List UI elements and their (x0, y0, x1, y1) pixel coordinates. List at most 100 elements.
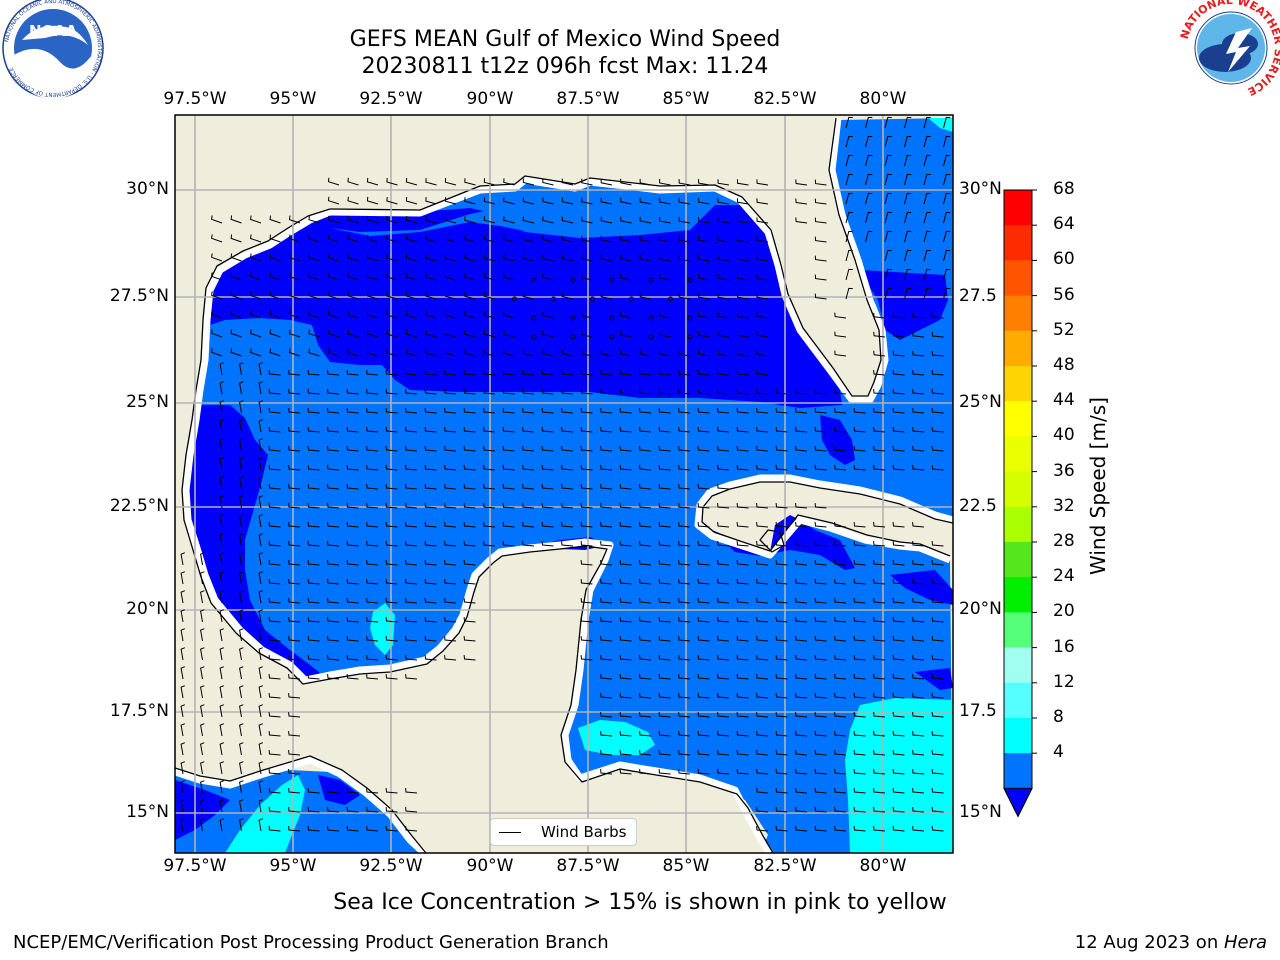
wind-barb (814, 236, 827, 243)
wind-barb (405, 465, 418, 471)
wind-barb (756, 712, 769, 718)
wind-barb (943, 154, 951, 167)
wind-barb (678, 693, 691, 699)
wind-barb (756, 731, 769, 737)
chart-title: GEFS MEAN Gulf of Mexico Wind Speed (349, 27, 781, 52)
wind-barb (756, 693, 769, 699)
wind-barb (385, 484, 398, 490)
wind-barb (425, 292, 437, 300)
wind-barb (483, 273, 496, 281)
wind-barb (892, 312, 905, 319)
wind-barb (620, 216, 632, 224)
wind-barb (219, 628, 224, 642)
wind-barb (697, 636, 710, 642)
lon-label-top: 80°W (859, 89, 907, 109)
wind-barb (239, 628, 244, 642)
wind-barb (386, 215, 398, 224)
wind-barb (600, 389, 613, 395)
wind-barb (892, 598, 905, 604)
wind-barb (239, 495, 244, 509)
wind-barb (522, 370, 535, 376)
wind-barb (639, 216, 652, 224)
wind-barb (756, 446, 769, 452)
wind-barb (795, 446, 808, 452)
wind-barb (795, 750, 808, 756)
wind-barb (405, 636, 418, 642)
wind-barb (180, 590, 185, 604)
wind-barb-calm (648, 277, 654, 283)
lon-label-bottom: 80°W (859, 856, 907, 876)
wind-barb (658, 617, 671, 623)
wind-barb (619, 636, 632, 642)
colorbar-tick-label: 8 (1053, 707, 1064, 727)
wind-barb (258, 514, 263, 528)
wind-barb (873, 331, 886, 338)
wind-barb (658, 446, 671, 452)
wind-barb (912, 446, 925, 452)
wind-barb (943, 249, 951, 262)
wind-barb (542, 197, 554, 205)
wind-barb-calm (668, 296, 673, 302)
wind-barb (814, 293, 827, 300)
wind-barb (347, 177, 359, 186)
wind-barb (865, 135, 873, 148)
colorbar-swatch (1004, 401, 1032, 437)
wind-barb (659, 178, 671, 186)
wind-barb (834, 693, 847, 699)
wind-barb (288, 769, 301, 775)
wind-barb (931, 560, 944, 566)
wind-barb (346, 826, 359, 832)
wind-barb (923, 192, 931, 205)
wind-barb (600, 446, 613, 452)
wind-barb (580, 408, 593, 414)
wind-barb (503, 349, 515, 357)
wind-barb (405, 579, 418, 585)
wind-barb (405, 522, 418, 528)
wind-barb (366, 522, 379, 528)
wind-barb (258, 457, 263, 471)
wind-barb (269, 291, 281, 300)
wind-barb (405, 446, 418, 452)
wind-barb (639, 484, 652, 490)
wind-barb (405, 253, 418, 262)
wind-barb (931, 636, 944, 642)
wind-barb (658, 503, 671, 509)
lon-label-top: 87.5°W (556, 89, 620, 109)
colorbar-title: Wind Speed [m/s] (1086, 397, 1110, 575)
wind-barb (923, 211, 931, 224)
wind-barb (834, 712, 847, 718)
wind-barb (931, 750, 944, 756)
wind-barb (522, 427, 535, 433)
wind-barb (541, 503, 554, 509)
wind-barb (853, 408, 866, 414)
wind-barb (931, 674, 944, 680)
wind-barb (268, 655, 281, 661)
wind-barb (483, 389, 496, 395)
wind-barb (288, 310, 301, 319)
wind-barb (600, 655, 613, 661)
wind-barb (385, 579, 398, 585)
wind-barb (865, 192, 873, 205)
wind-barb (327, 465, 340, 471)
wind-barb (347, 291, 359, 300)
wind-barb (912, 350, 925, 357)
wind-barb (717, 179, 730, 186)
wind-barb (884, 173, 892, 186)
wind-barb (268, 579, 281, 585)
wind-barb (736, 655, 749, 661)
wind-barb (775, 541, 788, 547)
wind-barb (463, 408, 476, 414)
wind-barb (211, 215, 223, 224)
wind-barb (892, 560, 905, 566)
wind-barb (386, 253, 398, 262)
wind-barb (853, 712, 866, 718)
colorbar-swatch (1004, 471, 1032, 508)
wind-barb (307, 389, 320, 395)
wind-barb (386, 196, 398, 205)
wind-barb (250, 215, 262, 224)
wind-barb (483, 370, 496, 376)
wind-barb (200, 761, 205, 775)
lat-label-left: 17.5°N (109, 701, 169, 721)
colorbar-tick-label: 20 (1053, 601, 1075, 622)
wind-barb (288, 234, 301, 243)
